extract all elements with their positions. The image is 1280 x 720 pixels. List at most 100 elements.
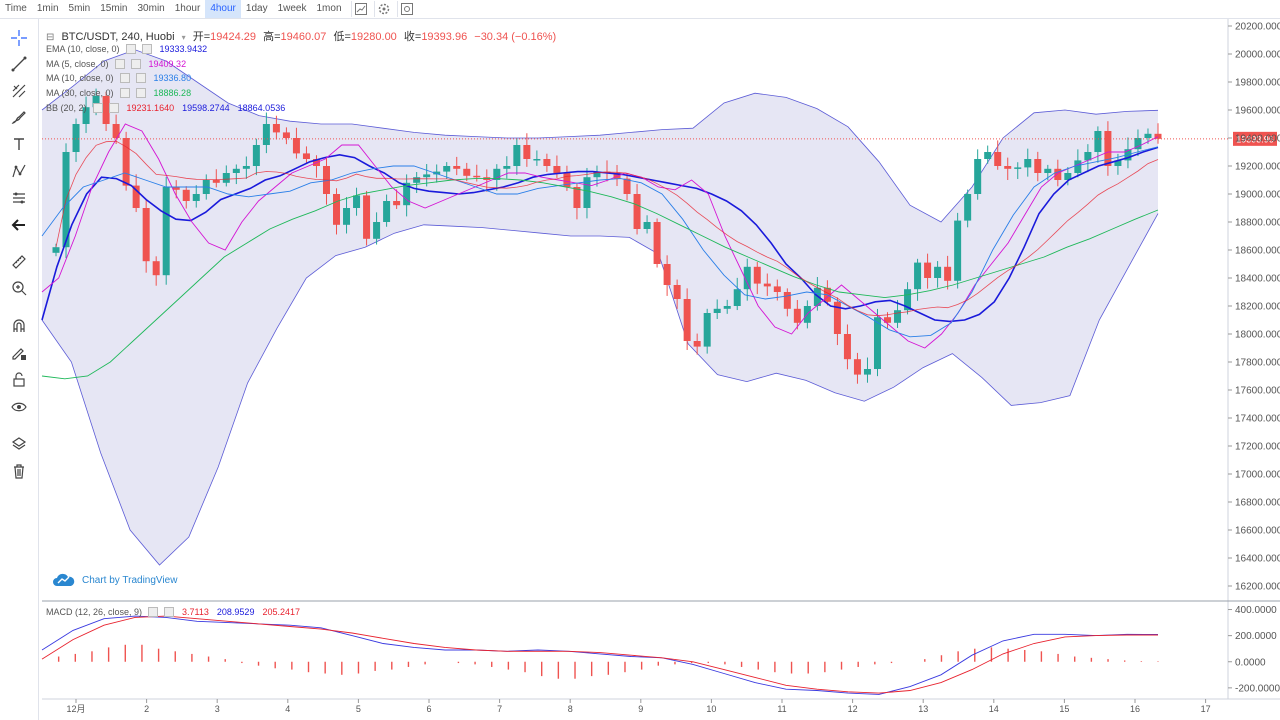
candle-body [92,96,100,108]
screenshot-icon[interactable] [396,1,416,17]
ma-10-line [41,146,1159,338]
indicator-legend[interactable]: MA (5, close, 0) 19409.32 [46,59,186,69]
chevron-down-icon[interactable]: ▾ [181,33,186,42]
indicator-legend[interactable]: BB (20, 2) 19231.1640 19598.2744 18864.0536 [46,103,285,113]
trend-line-icon[interactable] [8,53,30,75]
indicator-legend[interactable]: EMA (10, close, 0) 19333.9432 [46,44,207,54]
ma-30-line [41,178,1159,380]
time-tick-label: 4 [285,704,290,714]
time-tick-label: 14 [989,704,999,714]
zoom-in-icon[interactable] [8,277,30,299]
candle-body [292,138,300,154]
timeframe-5min[interactable]: 5min [68,3,91,14]
tradingview-watermark[interactable]: Chart by TradingView [52,572,177,588]
candle-body [683,299,691,341]
collapse-icon[interactable]: ⊟ [46,32,55,43]
indicator-settings-icon[interactable] [92,103,103,113]
candle-body [1064,173,1072,180]
macd-line [41,615,1159,695]
indicator-close-icon[interactable] [141,44,152,54]
time-tick-label: 2 [144,704,149,714]
bollinger-lower-line [41,213,1159,566]
brush-icon[interactable] [8,106,30,128]
candle-body [282,132,290,138]
candle-body [1154,133,1162,139]
candle-body [453,166,461,169]
candle-body [944,266,952,281]
candle-body [974,159,982,194]
candle-body [733,289,741,306]
low-value: 19280.00 [350,31,397,43]
candle-body [593,171,601,178]
indicator-close-icon[interactable] [108,103,119,113]
timeframe-4hour[interactable]: 4hour [205,0,241,18]
text-icon[interactable] [8,133,30,155]
indicator-settings-icon[interactable] [119,88,130,98]
candle-body [1114,160,1122,166]
indicator-close-icon[interactable] [135,88,146,98]
macd-settings-icon[interactable] [148,607,159,617]
candle-body [863,369,871,375]
magnet-icon[interactable] [8,315,30,337]
candle-body [853,359,861,375]
prediction-icon[interactable] [8,187,30,209]
price-tick-label: 20200.0000 [1235,22,1280,33]
last-price-tag-text: 19393.96 [1236,134,1274,144]
eye-icon[interactable] [8,396,30,418]
draw-lock-icon[interactable] [8,342,30,364]
indicator-legend[interactable]: MA (30, close, 0) 18886.28 [46,88,191,98]
back-arrow-icon[interactable] [8,214,30,236]
price-tick-label: 19000.0000 [1235,190,1280,201]
candle-body [1034,159,1042,173]
chart-style-icon[interactable] [350,1,370,17]
indicator-legend[interactable]: MA (10, close, 0) 19336.80 [46,73,191,83]
candle-body [843,334,851,360]
symbol-label[interactable]: BTC/USDT, 240, Huobi [61,31,175,43]
indicator-close-icon[interactable] [135,73,146,83]
open-label: 开= [192,31,211,43]
timeframe-15min[interactable]: 15min [100,3,128,14]
pattern-icon[interactable] [8,160,30,182]
timeframe-1min[interactable]: 1min [36,3,59,14]
price-tick-label: 18200.0000 [1235,302,1280,313]
timeframe-1day[interactable]: 1day [245,3,268,14]
pitchfork-icon[interactable] [8,80,30,102]
ruler-icon[interactable] [8,251,30,273]
candle-body [222,173,230,183]
crosshair-icon[interactable] [8,27,30,49]
drawing-toolbar [0,19,39,720]
candle-body [884,317,892,323]
indicator-value: 19336.80 [153,73,192,83]
indicator-settings-icon[interactable] [125,44,136,54]
bollinger-band-fill [42,49,1158,566]
unlock-icon[interactable] [8,369,30,391]
timeframe-1week[interactable]: 1week [277,3,307,14]
price-tick-label: 18800.0000 [1235,218,1280,229]
indicator-close-icon[interactable] [130,59,141,69]
candle-body [1104,131,1112,166]
price-tick-label: 16800.0000 [1235,498,1280,509]
timeframe-1hour[interactable]: 1hour [174,3,201,14]
candle-body [643,222,651,229]
time-label: Time [5,3,27,14]
trash-icon[interactable] [8,460,30,482]
indicator-settings-icon[interactable] [119,73,130,83]
time-tick-label: 9 [638,704,643,714]
layers-icon[interactable] [8,433,30,455]
indicator-settings-icon[interactable] [114,59,125,69]
candle-body [1054,168,1062,180]
candle-body [1004,166,1012,169]
settings-gear-icon[interactable] [373,1,393,17]
candle-body [793,308,801,323]
price-tick-label: 19800.0000 [1235,78,1280,89]
timeframe-30min[interactable]: 30min [137,3,165,14]
candle-body [393,201,401,206]
macd-close-icon[interactable] [164,607,175,617]
timeframe-1mon[interactable]: 1mon [316,3,342,14]
candle-body [763,283,771,287]
macd-legend[interactable]: MACD (12, 26, close, 9) 3.7113 208.9529 205… [46,607,300,617]
watermark-text: Chart by TradingView [82,574,178,586]
time-tick-label: 10 [706,704,716,714]
candle-body [633,194,641,229]
